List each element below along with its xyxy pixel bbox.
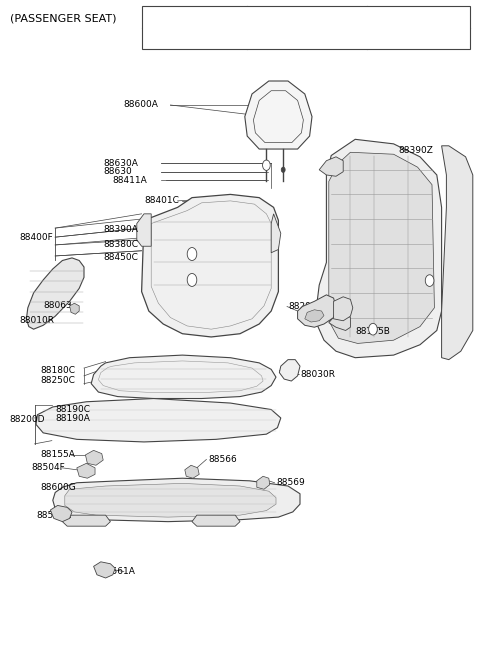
Circle shape: [187, 248, 197, 260]
Text: 88010R: 88010R: [19, 316, 54, 325]
Polygon shape: [298, 295, 336, 327]
Text: 88195B: 88195B: [355, 327, 390, 336]
Text: 88450C: 88450C: [103, 253, 138, 262]
Text: 88190A: 88190A: [55, 414, 90, 423]
Text: SENSOR TYPE: SENSOR TYPE: [276, 12, 338, 21]
Polygon shape: [334, 297, 353, 321]
Polygon shape: [257, 476, 270, 489]
Polygon shape: [185, 465, 199, 478]
Polygon shape: [36, 399, 281, 442]
Polygon shape: [442, 146, 473, 360]
Text: (PASSENGER SEAT): (PASSENGER SEAT): [10, 13, 116, 23]
Text: 88030R: 88030R: [300, 370, 335, 379]
Text: 88250C: 88250C: [41, 376, 76, 385]
Polygon shape: [245, 81, 312, 149]
Text: 88390A: 88390A: [103, 225, 138, 234]
Text: 88630: 88630: [103, 167, 132, 176]
Polygon shape: [77, 463, 95, 478]
Polygon shape: [319, 157, 343, 176]
Text: 88504F: 88504F: [31, 463, 65, 472]
Text: 88411A: 88411A: [113, 176, 147, 185]
Text: 88296: 88296: [288, 302, 317, 311]
Text: WCS: WCS: [297, 34, 318, 43]
Text: 88400F: 88400F: [19, 233, 53, 242]
Polygon shape: [192, 515, 240, 526]
Text: 88063: 88063: [43, 301, 72, 310]
Text: Period: Period: [180, 12, 208, 21]
Text: 88566: 88566: [209, 455, 238, 464]
Polygon shape: [26, 258, 84, 329]
Polygon shape: [329, 314, 350, 330]
Polygon shape: [329, 152, 434, 343]
Text: 88561A: 88561A: [101, 567, 136, 576]
Text: 88155A: 88155A: [41, 450, 76, 459]
Text: 88196: 88196: [302, 314, 331, 323]
Text: 88390Z: 88390Z: [398, 146, 433, 155]
Bar: [142, 6, 470, 49]
Text: 88600G: 88600G: [41, 483, 76, 492]
Text: 88401C: 88401C: [144, 196, 179, 205]
Circle shape: [187, 273, 197, 286]
Circle shape: [281, 167, 285, 172]
Text: 20091203~: 20091203~: [168, 34, 221, 43]
Text: 88190C: 88190C: [55, 405, 90, 414]
Text: 88569: 88569: [276, 478, 305, 487]
Circle shape: [369, 323, 377, 335]
Polygon shape: [279, 360, 300, 381]
Polygon shape: [85, 450, 103, 465]
Circle shape: [425, 275, 434, 286]
Polygon shape: [53, 478, 300, 522]
Text: 88630A: 88630A: [103, 159, 138, 168]
Circle shape: [263, 160, 270, 170]
Text: 88200D: 88200D: [10, 415, 45, 424]
Polygon shape: [137, 214, 151, 246]
Text: 88180C: 88180C: [41, 366, 76, 375]
Polygon shape: [62, 515, 110, 526]
Polygon shape: [94, 562, 115, 578]
Text: 88380C: 88380C: [103, 240, 138, 249]
Polygon shape: [65, 483, 276, 517]
Text: 88561A: 88561A: [36, 511, 71, 520]
Polygon shape: [91, 355, 276, 399]
Polygon shape: [271, 214, 281, 253]
Polygon shape: [305, 310, 324, 322]
Polygon shape: [142, 194, 278, 337]
Text: 88600A: 88600A: [123, 100, 158, 110]
Text: TRACK ASSY: TRACK ASSY: [392, 34, 448, 43]
Text: ASSY: ASSY: [408, 12, 432, 21]
Polygon shape: [70, 303, 79, 314]
Polygon shape: [317, 139, 442, 358]
Polygon shape: [50, 505, 72, 522]
